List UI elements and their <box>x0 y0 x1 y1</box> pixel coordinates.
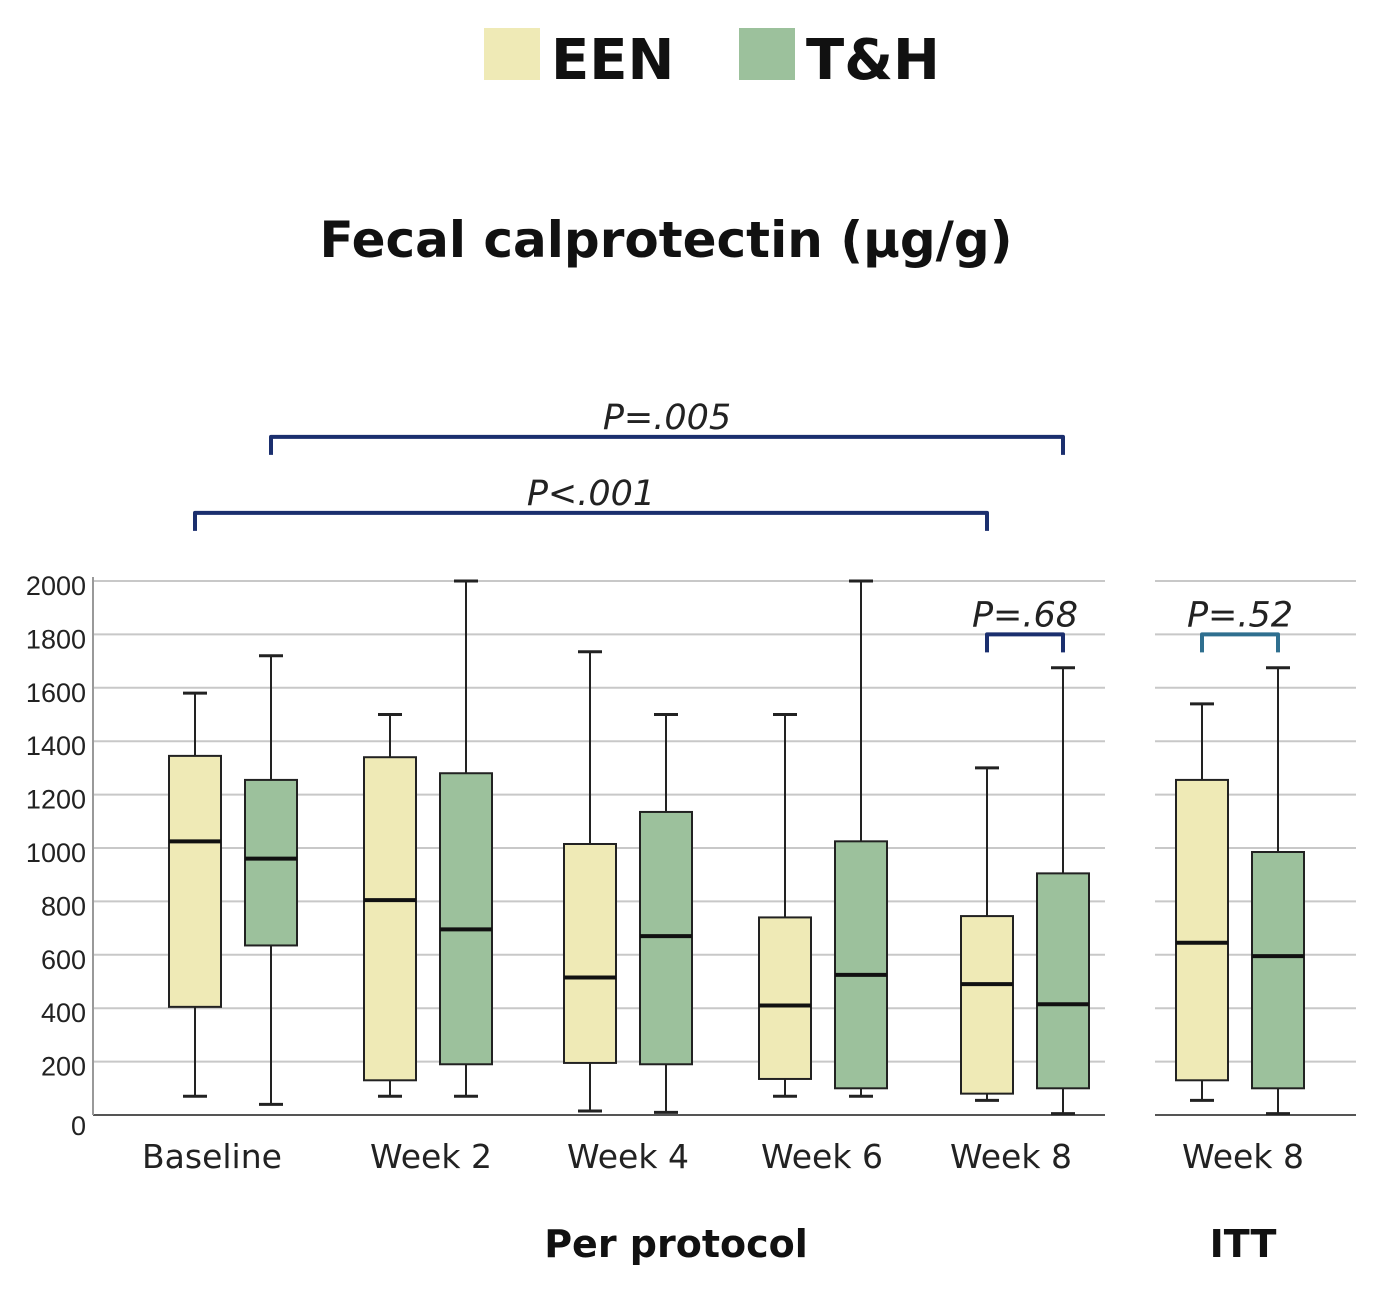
x-tick-label: Week 2 <box>370 1137 492 1176</box>
box-iqr <box>1251 851 1305 1090</box>
box-iqr <box>563 842 617 1064</box>
box-iqr <box>758 916 812 1080</box>
x-tick-label: Week 6 <box>761 1137 883 1176</box>
legend-label-th: T&H <box>806 28 940 93</box>
p-value-label: P=.005 <box>603 398 731 438</box>
legend: EEN T&H <box>484 28 940 93</box>
box-iqr <box>834 840 888 1090</box>
legend-label-een: EEN <box>551 28 674 93</box>
y-tick-label: 200 <box>41 1052 86 1082</box>
y-tick-label: 2000 <box>26 571 86 601</box>
box-iqr <box>1036 872 1090 1090</box>
box-iqr <box>244 778 298 947</box>
y-tick-label: 400 <box>41 998 86 1028</box>
significance-bracket <box>985 632 1065 653</box>
significance-bracket <box>193 510 989 531</box>
box-layer <box>168 579 1305 1116</box>
p-value-label: P<.001 <box>527 474 655 514</box>
p-value-label: P=.68 <box>972 595 1078 635</box>
x-tick-label: Week 4 <box>567 1137 689 1176</box>
significance-bracket <box>269 434 1065 455</box>
y-tick-label: 800 <box>41 891 86 921</box>
box-iqr <box>363 756 417 1082</box>
box-iqr <box>439 772 493 1066</box>
panel-group-label: ITT <box>1210 1222 1277 1266</box>
p-value-label: P=.52 <box>1187 595 1293 635</box>
significance-bracket <box>1200 632 1280 653</box>
legend-swatch-een <box>484 28 540 80</box>
x-tick-label: Week 8 <box>950 1137 1072 1176</box>
y-tick-label: 1200 <box>26 785 86 815</box>
y-tick-label: 1000 <box>26 838 86 868</box>
y-tick-label: 1600 <box>26 678 86 708</box>
legend-swatch-th <box>739 28 795 80</box>
box-iqr <box>168 754 222 1008</box>
bracket-layer <box>193 434 1280 653</box>
x-tick-label: Week 8 <box>1182 1137 1304 1176</box>
axis-layer <box>92 577 1356 1116</box>
y-tick-label: 0 <box>71 1111 86 1141</box>
chart-title: Fecal calprotectin (µg/g) <box>319 211 1012 269</box>
x-tick-label: Baseline <box>142 1137 282 1176</box>
label-layer: 0 200 400 600 800 1000 1200 1400 1600 1800 2000 Bas… <box>26 398 1304 1266</box>
box-iqr <box>1175 778 1229 1082</box>
y-tick-label: 1800 <box>26 624 86 654</box>
y-tick-label: 1400 <box>26 731 86 761</box>
box-iqr <box>960 915 1014 1095</box>
box-iqr <box>639 810 693 1066</box>
panel-group-label: Per protocol <box>544 1222 808 1266</box>
y-tick-label: 600 <box>41 945 86 975</box>
